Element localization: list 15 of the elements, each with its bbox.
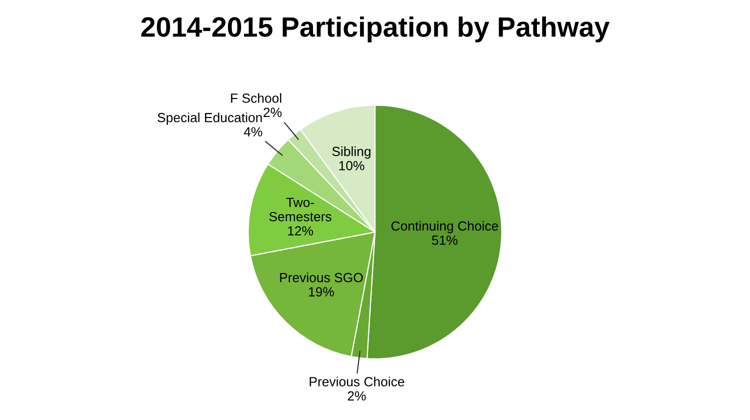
data-label: 51% (432, 236, 458, 245)
slice-label: Sibling (332, 146, 370, 159)
slice-label: Previous Choice (310, 376, 404, 386)
chart-title: 2014-2015 Participation by Pathway (141, 16, 610, 42)
data-label: 12% (288, 226, 314, 236)
data-label: 2% (348, 391, 366, 401)
slice-label: Special Education (158, 112, 262, 125)
slice-label: Two-Semesters (269, 198, 332, 222)
slice-label: F School (231, 93, 282, 103)
slice-label: Previous SGO (280, 272, 363, 282)
data-label: 19% (309, 287, 334, 296)
slice-label: Continuing Choice (391, 220, 498, 234)
data-label: 10% (339, 160, 364, 170)
data-label: 4% (244, 127, 262, 136)
data-label: 2% (264, 108, 282, 118)
